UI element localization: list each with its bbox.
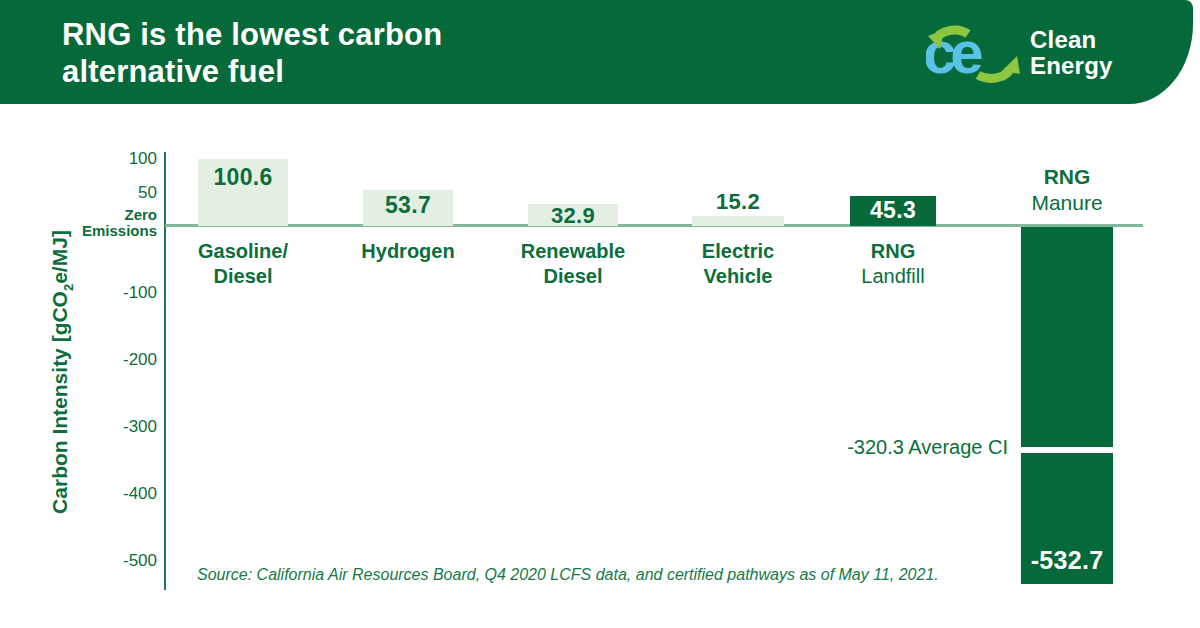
clean-energy-logo-icon: ce: [926, 23, 1022, 83]
y-tick-100: 100: [87, 149, 157, 169]
average-ci-gap-line: [1019, 447, 1115, 453]
zero-emissions-line1: Zero: [75, 207, 157, 223]
y-tick--200: -200: [87, 350, 157, 370]
value-label-rng-landfill: 45.3: [813, 198, 973, 222]
value-label-hydrogen: 53.7: [328, 193, 488, 217]
category-label-line: Manure: [972, 190, 1162, 216]
value-label-gasoline-diesel: 100.6: [163, 165, 323, 189]
logo-wordmark-line2: Energy: [1030, 53, 1113, 79]
bar-rng-manure: [1021, 227, 1113, 584]
y-tick--300: -300: [87, 417, 157, 437]
y-axis-title-sub: 2: [61, 284, 76, 291]
category-label-renewable-diesel: RenewableDiesel: [478, 239, 668, 289]
category-label-line: Diesel: [148, 264, 338, 289]
clean-energy-logo: ce Clean Energy: [926, 23, 1113, 83]
zero-emissions-label: Zero Emissions: [75, 207, 157, 239]
page-title-line2: alternative fuel: [62, 53, 442, 90]
y-tick-50: 50: [87, 183, 157, 203]
bar-electric-vehicle: [692, 216, 784, 226]
value-label-rng-manure: -532.7: [987, 548, 1147, 572]
y-axis-title-pre: Carbon Intensity [gCO: [48, 291, 71, 514]
category-label-line: RNG: [972, 164, 1162, 190]
source-note: Source: California Air Resources Board, …: [197, 566, 939, 584]
average-ci-label: -320.3 Average CI: [798, 436, 1008, 458]
value-label-electric-vehicle: 15.2: [658, 190, 818, 214]
value-label-renewable-diesel: 32.9: [493, 204, 653, 228]
category-label-line: Renewable: [478, 239, 668, 264]
y-axis-title-post: e/MJ]: [48, 230, 71, 284]
category-label-rng-manure: RNGManure: [972, 164, 1162, 216]
y-tick--500: -500: [87, 551, 157, 571]
logo-wordmark-line1: Clean: [1030, 27, 1113, 53]
logo-wordmark: Clean Energy: [1030, 27, 1113, 79]
category-label-rng-landfill: RNGLandfill: [798, 239, 988, 289]
category-label-gasoline-diesel: Gasoline/Diesel: [148, 239, 338, 289]
category-label-line: Diesel: [478, 264, 668, 289]
category-label-line: Hydrogen: [313, 239, 503, 264]
category-label-line: Landfill: [798, 264, 988, 289]
logo-arrowhead-e: [1002, 56, 1020, 74]
zero-emissions-baseline: [165, 224, 1143, 227]
header-banner: RNG is the lowest carbon alternative fue…: [0, 0, 1193, 104]
y-axis-title: Carbon Intensity [gCO2e/MJ]: [48, 230, 75, 514]
y-axis-line: [164, 152, 166, 590]
category-label-line: RNG: [798, 239, 988, 264]
y-tick--400: -400: [87, 484, 157, 504]
page-title: RNG is the lowest carbon alternative fue…: [62, 16, 442, 90]
y-tick--100: -100: [87, 283, 157, 303]
category-label-hydrogen: Hydrogen: [313, 239, 503, 264]
zero-emissions-line2: Emissions: [75, 223, 157, 239]
page-title-line1: RNG is the lowest carbon: [62, 16, 442, 53]
category-label-line: Gasoline/: [148, 239, 338, 264]
